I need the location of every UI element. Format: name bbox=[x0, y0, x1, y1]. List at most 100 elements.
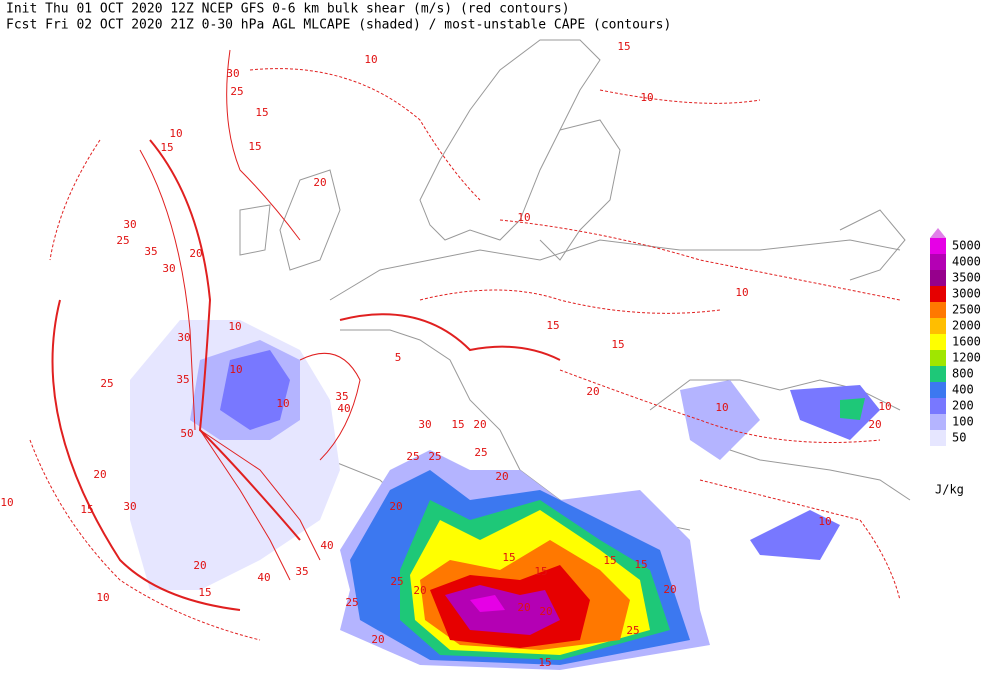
legend-label: 200 bbox=[952, 399, 974, 413]
contour-label: 25 bbox=[406, 450, 419, 463]
legend-swatch bbox=[930, 350, 946, 366]
contour-label: 25 bbox=[230, 85, 243, 98]
legend-label: 1600 bbox=[952, 335, 981, 349]
contour-label: 20 bbox=[413, 584, 426, 597]
contour-label: 25 bbox=[390, 575, 403, 588]
contour-label: 15 bbox=[617, 40, 630, 53]
legend-swatch bbox=[930, 398, 946, 414]
contour-label: 20 bbox=[189, 247, 202, 260]
contour-label: 10 bbox=[276, 397, 289, 410]
legend-swatch bbox=[930, 414, 946, 430]
contour-label: 25 bbox=[428, 450, 441, 463]
legend-swatch bbox=[930, 318, 946, 334]
contour-label: 10 bbox=[640, 91, 653, 104]
contour-label: 15 bbox=[255, 106, 268, 119]
contour-label: 35 bbox=[144, 245, 157, 258]
legend-label: 800 bbox=[952, 367, 974, 381]
contour-label: 15 bbox=[546, 319, 559, 332]
contour-label: 30 bbox=[123, 500, 136, 513]
legend-label: 5000 bbox=[952, 239, 981, 253]
contour-label: 40 bbox=[257, 571, 270, 584]
contour-label: 20 bbox=[586, 385, 599, 398]
legend-swatch bbox=[930, 286, 946, 302]
contour-label: 25 bbox=[116, 234, 129, 247]
contour-label: 25 bbox=[626, 624, 639, 637]
contour-label: 35 bbox=[335, 390, 348, 403]
contour-label: 20 bbox=[539, 605, 552, 618]
contour-label: 15 bbox=[248, 140, 261, 153]
contour-label: 30 bbox=[418, 418, 431, 431]
contour-label: 20 bbox=[93, 468, 106, 481]
contour-label: 20 bbox=[313, 176, 326, 189]
contour-label: 40 bbox=[337, 402, 350, 415]
legend-label: 4000 bbox=[952, 255, 981, 269]
contour-label: 15 bbox=[611, 338, 624, 351]
contour-label: 30 bbox=[177, 331, 190, 344]
legend-label: 2000 bbox=[952, 319, 981, 333]
contour-label: 15 bbox=[198, 586, 211, 599]
legend-unit: J/kg bbox=[935, 483, 964, 497]
legend-label: 400 bbox=[952, 383, 974, 397]
contour-label: 20 bbox=[495, 470, 508, 483]
legend-label: 3500 bbox=[952, 271, 981, 285]
legend-label: 2500 bbox=[952, 303, 981, 317]
contour-label: 20 bbox=[371, 633, 384, 646]
legend-arrow bbox=[930, 228, 946, 238]
legend-label: 50 bbox=[952, 431, 966, 445]
contour-label: 15 bbox=[534, 565, 547, 578]
contour-label: 15 bbox=[502, 551, 515, 564]
contour-label: 50 bbox=[180, 427, 193, 440]
contour-label: 30 bbox=[123, 218, 136, 231]
contour-label: 10 bbox=[0, 496, 13, 509]
contour-label: 10 bbox=[364, 53, 377, 66]
contour-label: 10 bbox=[878, 400, 891, 413]
contour-label: 20 bbox=[473, 418, 486, 431]
contour-label: 20 bbox=[193, 559, 206, 572]
legend-swatch bbox=[930, 270, 946, 286]
contour-label: 25 bbox=[100, 377, 113, 390]
contour-label: 10 bbox=[169, 127, 182, 140]
contour-label: 15 bbox=[603, 554, 616, 567]
legend-swatch bbox=[930, 382, 946, 398]
contour-label: 10 bbox=[96, 591, 109, 604]
contour-label: 20 bbox=[663, 583, 676, 596]
contour-label: 10 bbox=[229, 363, 242, 376]
contour-label: 15 bbox=[634, 558, 647, 571]
legend-label: 3000 bbox=[952, 287, 981, 301]
contour-label: 30 bbox=[162, 262, 175, 275]
shear-contours bbox=[29, 49, 901, 641]
contour-label: 35 bbox=[176, 373, 189, 386]
contour-label: 5 bbox=[395, 351, 402, 364]
contour-label: 20 bbox=[517, 601, 530, 614]
legend-swatch bbox=[930, 430, 946, 446]
contour-label: 30 bbox=[226, 67, 239, 80]
legend: 5000 4000 3500 3000 2500 2000 1600 1200 800 400 20… bbox=[930, 228, 981, 497]
header-line1: Init Thu 01 OCT 2020 12Z NCEP GFS 0-6 km… bbox=[6, 2, 570, 17]
contour-label: 15 bbox=[80, 503, 93, 516]
contour-label: 25 bbox=[474, 446, 487, 459]
contour-label: 10 bbox=[818, 515, 831, 528]
contour-label: 15 bbox=[451, 418, 464, 431]
legend-swatch bbox=[930, 238, 946, 254]
legend-swatch bbox=[930, 334, 946, 350]
contour-label: 10 bbox=[517, 211, 530, 224]
contour-label: 20 bbox=[868, 418, 881, 431]
legend-label: 100 bbox=[952, 415, 974, 429]
legend-swatch bbox=[930, 254, 946, 270]
cape-shading bbox=[130, 320, 880, 670]
contour-label: 10 bbox=[735, 286, 748, 299]
contour-label: 15 bbox=[538, 656, 551, 669]
legend-label: 1200 bbox=[952, 351, 981, 365]
contour-label: 10 bbox=[228, 320, 241, 333]
contour-label: 35 bbox=[295, 565, 308, 578]
contour-label: 25 bbox=[345, 596, 358, 609]
contour-label: 15 bbox=[160, 141, 173, 154]
contour-label: 20 bbox=[389, 500, 402, 513]
contour-label: 10 bbox=[715, 401, 728, 414]
header-line2: Fcst Fri 02 OCT 2020 21Z 0-30 hPa AGL ML… bbox=[6, 18, 671, 33]
legend-swatch bbox=[930, 366, 946, 382]
contour-label: 40 bbox=[320, 539, 333, 552]
legend-swatch bbox=[930, 302, 946, 318]
